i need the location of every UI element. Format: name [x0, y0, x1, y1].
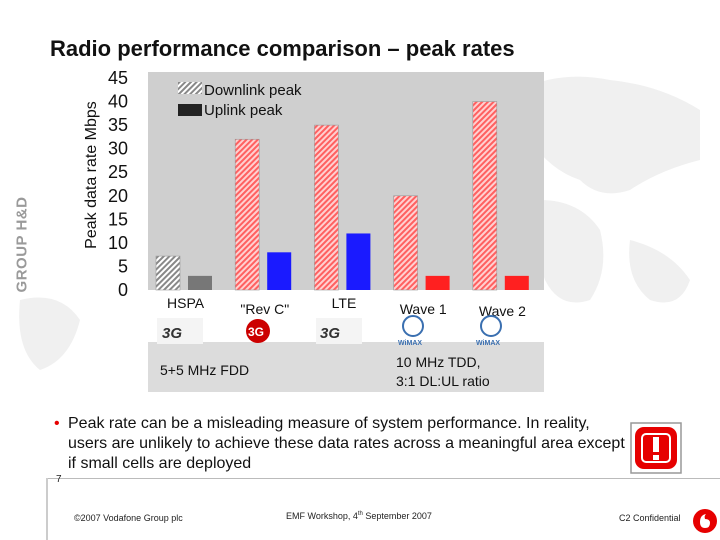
category-label: Wave 1 — [400, 301, 447, 317]
wimax-logo-wave1: WiMAX — [398, 315, 424, 347]
y-tick-label: 5 — [118, 256, 128, 276]
category-label: "Rev C" — [240, 301, 289, 317]
bullet-point: • Peak rate can be a misleading measure … — [54, 414, 626, 474]
svg-text:WiMAX: WiMAX — [476, 340, 500, 347]
bullet-text: Peak rate can be a misleading measure of… — [68, 415, 625, 472]
footer-margin-bar — [46, 478, 48, 540]
note-box-left — [148, 342, 376, 392]
3g-logo-hspa: 3G — [157, 318, 203, 344]
svg-text:3G: 3G — [320, 325, 340, 342]
slide-title: Radio performance comparison – peak rate… — [50, 36, 515, 61]
y-tick-label: 25 — [108, 162, 128, 182]
legend-label-downlink: Downlink peak — [204, 82, 302, 99]
note-right-line1: 10 MHz TDD, — [396, 354, 481, 370]
category-label: HSPA — [167, 295, 205, 311]
bar-uplink — [188, 275, 212, 290]
bar-downlink — [234, 138, 260, 291]
vodafone-logo-icon — [693, 509, 717, 533]
bar-uplink — [346, 233, 371, 290]
note-right-line2: 3:1 DL:UL ratio — [396, 373, 490, 389]
legend-swatch-downlink — [178, 82, 202, 94]
3g-logo-lte: 3G — [316, 318, 362, 344]
svg-text:3G: 3G — [162, 325, 182, 342]
bar-uplink — [504, 275, 529, 290]
bar-downlink — [393, 195, 418, 291]
bullet-dot: • — [54, 415, 60, 432]
bar-uplink — [267, 252, 292, 290]
bar-downlink — [314, 124, 339, 291]
y-tick-label: 0 — [118, 280, 128, 300]
svg-text:WiMAX: WiMAX — [398, 340, 422, 347]
legend-label-uplink: Uplink peak — [204, 102, 283, 119]
warning-icon — [630, 422, 682, 474]
svg-text:3G: 3G — [248, 325, 264, 339]
footer-confidential: C2 Confidential — [619, 513, 681, 523]
y-tick-label: 40 — [108, 92, 128, 112]
y-tick-label: 30 — [108, 139, 128, 159]
wimax-logo-wave2: WiMAX — [476, 315, 502, 347]
note-left: 5+5 MHz FDD — [160, 362, 250, 378]
category-label: Wave 2 — [479, 303, 526, 319]
slide-number: 7 — [56, 474, 62, 485]
bar-uplink — [425, 275, 450, 290]
footer-event: EMF Workshop, 4th September 2007 — [286, 511, 432, 521]
y-tick-label: 10 — [108, 233, 128, 253]
bar-downlink — [472, 101, 498, 291]
category-label: LTE — [332, 295, 357, 311]
bar-downlink — [155, 255, 181, 291]
note-box-right — [376, 342, 544, 392]
y-tick-label: 15 — [108, 209, 128, 229]
y-tick-label: 20 — [108, 186, 128, 206]
y-tick-label: 35 — [108, 115, 128, 135]
footer-copyright: ©2007 Vodafone Group plc — [74, 513, 183, 523]
legend-swatch-uplink — [178, 104, 202, 116]
y-tick-label: 45 — [108, 68, 128, 88]
3g-logo-rev-c: 3G — [246, 319, 270, 343]
footer-divider — [46, 478, 720, 479]
